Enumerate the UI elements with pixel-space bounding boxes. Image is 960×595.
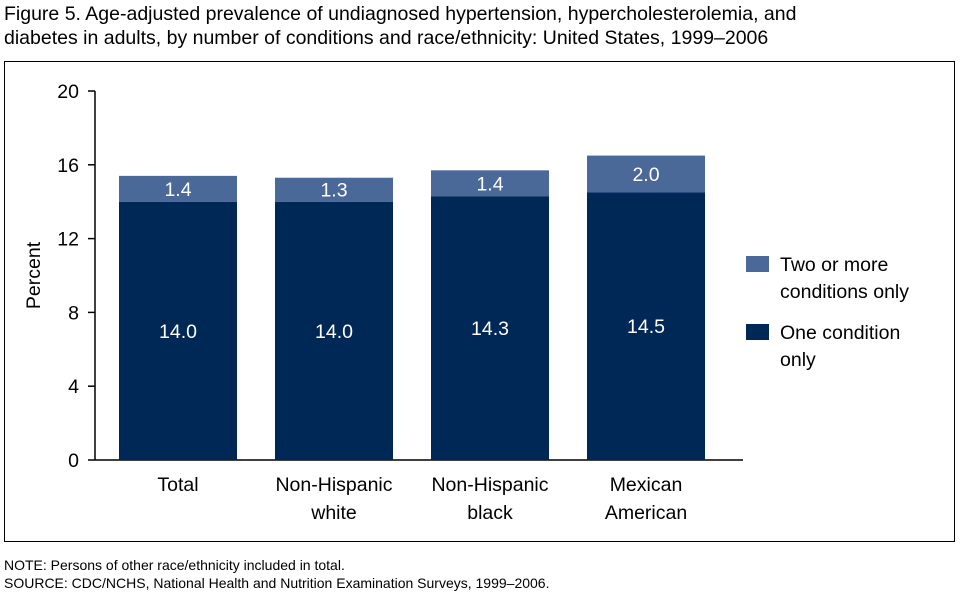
- bar-one-condition: [275, 201, 393, 460]
- note-text: NOTE: Persons of other race/ethnicity in…: [4, 557, 345, 573]
- y-axis-label: Percent: [23, 241, 45, 309]
- data-label-two-or-more: 2.0: [632, 164, 659, 186]
- bar-two-or-more: [431, 170, 549, 197]
- y-tick-label: 20: [57, 81, 79, 103]
- legend-label-two-or-more-line-1: Two or more: [780, 254, 889, 276]
- chart-title: Figure 5. Age-adjusted prevalence of und…: [4, 2, 954, 50]
- data-label-two-or-more: 1.3: [320, 180, 347, 202]
- data-label-two-or-more: 1.4: [164, 179, 191, 201]
- legend-swatch-two-or-more: [746, 256, 769, 272]
- y-tick-label: 12: [57, 229, 79, 251]
- data-label-one-condition: 14.0: [159, 321, 197, 343]
- legend-label-two-or-more-line-2: conditions only: [780, 281, 909, 303]
- y-tick-label: 4: [68, 376, 79, 398]
- bar-one-condition: [119, 201, 237, 460]
- bar-two-or-more: [275, 177, 393, 202]
- x-tick-label: Total: [157, 474, 198, 496]
- source-text: SOURCE: CDC/NCHS, National Health and Nu…: [4, 575, 550, 591]
- data-label-one-condition: 14.0: [315, 321, 353, 343]
- x-tick-label: Non-Hispanic: [431, 474, 548, 496]
- legend-swatch-one-condition: [746, 324, 769, 340]
- legend-item-two-or-more: Two or more conditions only: [746, 252, 946, 306]
- x-tick-label: white: [310, 502, 357, 524]
- x-tick-label: American: [605, 502, 687, 524]
- legend-label-one-condition-line-1: One condition: [780, 322, 901, 344]
- data-label-two-or-more: 1.4: [476, 173, 503, 195]
- legend-label-one-condition-line-2: only: [780, 349, 816, 371]
- legend-item-one-condition: One condition only: [746, 320, 946, 374]
- x-tick-label: Non-Hispanic: [275, 474, 392, 496]
- chart-title-line-1: Figure 5. Age-adjusted prevalence of und…: [4, 3, 797, 25]
- data-label-one-condition: 14.3: [471, 318, 509, 340]
- y-tick-label: 16: [57, 155, 79, 177]
- chart-title-line-2: diabetes in adults, by number of conditi…: [4, 27, 769, 49]
- bar-two-or-more: [119, 175, 237, 202]
- chart-notes: NOTE: Persons of other race/ethnicity in…: [4, 556, 549, 592]
- y-tick-label: 0: [68, 450, 79, 472]
- y-tick-label: 8: [68, 302, 79, 324]
- x-tick-label: Mexican: [610, 474, 683, 496]
- chart-legend: Two or more conditions only One conditio…: [746, 252, 946, 388]
- bar-one-condition: [431, 196, 549, 461]
- data-label-one-condition: 14.5: [627, 316, 665, 338]
- bar-one-condition: [587, 192, 705, 460]
- bar-two-or-more: [587, 155, 705, 193]
- x-tick-label: black: [467, 502, 513, 524]
- chart-frame: [4, 61, 955, 542]
